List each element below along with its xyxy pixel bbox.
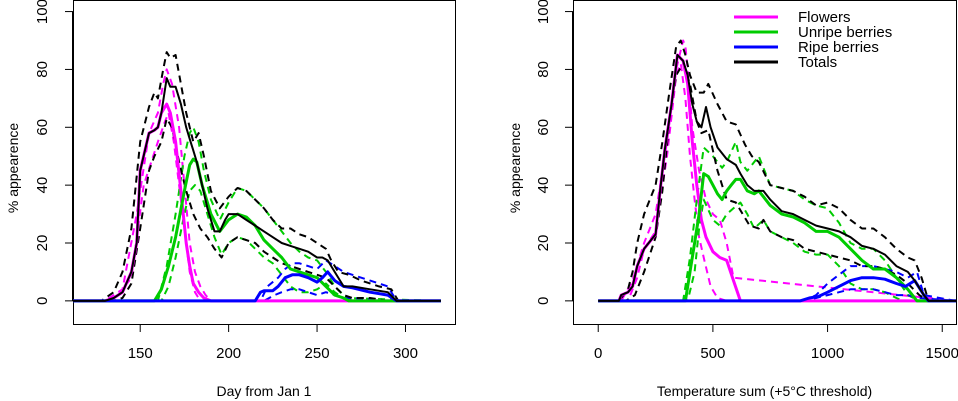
series-line-totals-upper bbox=[73, 51, 441, 302]
series-line-unripe-berries-upper bbox=[73, 126, 441, 302]
legend-label: Unripe berries bbox=[798, 24, 892, 41]
series-group bbox=[73, 51, 441, 303]
y-tick-label: 40 bbox=[34, 177, 51, 194]
x-axis: 0 500 1000 1500 bbox=[594, 324, 958, 362]
x-tick-label: 300 bbox=[393, 345, 418, 362]
series-line-flowers-upper bbox=[598, 39, 957, 302]
y-tick-label: 100 bbox=[535, 0, 552, 24]
left-panel-day: 150 200 250 300 0 20 40 60 80 100 Day from Jan 1… bbox=[5, 0, 456, 399]
x-tick-label: 200 bbox=[216, 345, 241, 362]
legend-entry: Unripe berries bbox=[734, 24, 892, 41]
series-line-flowers-upper bbox=[73, 68, 441, 302]
y-tick-label: 0 bbox=[34, 297, 51, 305]
y-axis: 0 20 40 60 80 100 bbox=[535, 0, 573, 305]
x-tick-label: 500 bbox=[700, 345, 725, 362]
right-panel-temperature: 0 500 1000 1500 0 20 40 60 80 100 Temperature su… bbox=[507, 0, 958, 399]
series-line-totals-lower bbox=[73, 117, 441, 302]
x-tick-label: 1000 bbox=[811, 345, 844, 362]
x-axis-title: Day from Jan 1 bbox=[217, 383, 312, 399]
series-line-ripe-berries-upper bbox=[73, 259, 441, 302]
y-axis: 0 20 40 60 80 100 bbox=[34, 0, 73, 305]
legend-label: Flowers bbox=[798, 9, 851, 26]
y-tick-label: 80 bbox=[34, 61, 51, 78]
y-tick-label: 0 bbox=[535, 297, 552, 305]
y-tick-label: 20 bbox=[535, 235, 552, 252]
y-axis-title: % appearence bbox=[507, 123, 523, 214]
series-line-ripe-berries-lower bbox=[598, 288, 957, 302]
y-tick-label: 100 bbox=[34, 0, 51, 24]
series-line-ripe-berries bbox=[73, 270, 441, 303]
x-tick-label: 1500 bbox=[926, 345, 958, 362]
x-axis: 150 200 250 300 bbox=[128, 324, 418, 362]
y-tick-label: 20 bbox=[34, 235, 51, 252]
series-line-ripe-berries bbox=[598, 276, 956, 303]
series-line-totals-lower bbox=[598, 62, 956, 302]
series-line-totals-upper bbox=[598, 39, 956, 302]
x-tick-label: 150 bbox=[128, 345, 153, 362]
y-tick-label: 60 bbox=[34, 119, 51, 136]
series-line-flowers-lower bbox=[598, 62, 956, 302]
series-line-ripe-berries-lower bbox=[73, 288, 441, 302]
series-line-unripe-berries bbox=[73, 157, 441, 303]
y-tick-label: 80 bbox=[535, 61, 552, 78]
series-line-totals bbox=[598, 54, 956, 302]
legend-entry: Flowers bbox=[734, 9, 851, 26]
y-tick-label: 60 bbox=[535, 119, 552, 136]
x-axis-title: Temperature sum (+5°C threshold) bbox=[657, 383, 872, 399]
legend-entry: Ripe berries bbox=[734, 39, 879, 56]
series-line-flowers bbox=[598, 53, 956, 303]
series-group bbox=[598, 39, 957, 303]
y-tick-label: 40 bbox=[535, 177, 552, 194]
x-tick-label: 0 bbox=[594, 345, 602, 362]
legend-label: Ripe berries bbox=[798, 39, 879, 56]
legend-label: Totals bbox=[798, 54, 837, 71]
series-line-unripe-berries-lower bbox=[73, 184, 441, 302]
series-line-flowers-lower bbox=[73, 111, 441, 302]
x-tick-label: 250 bbox=[305, 345, 330, 362]
y-axis-title: % appearence bbox=[5, 123, 21, 214]
legend-entry: Totals bbox=[734, 54, 837, 71]
series-line-totals bbox=[73, 77, 441, 302]
